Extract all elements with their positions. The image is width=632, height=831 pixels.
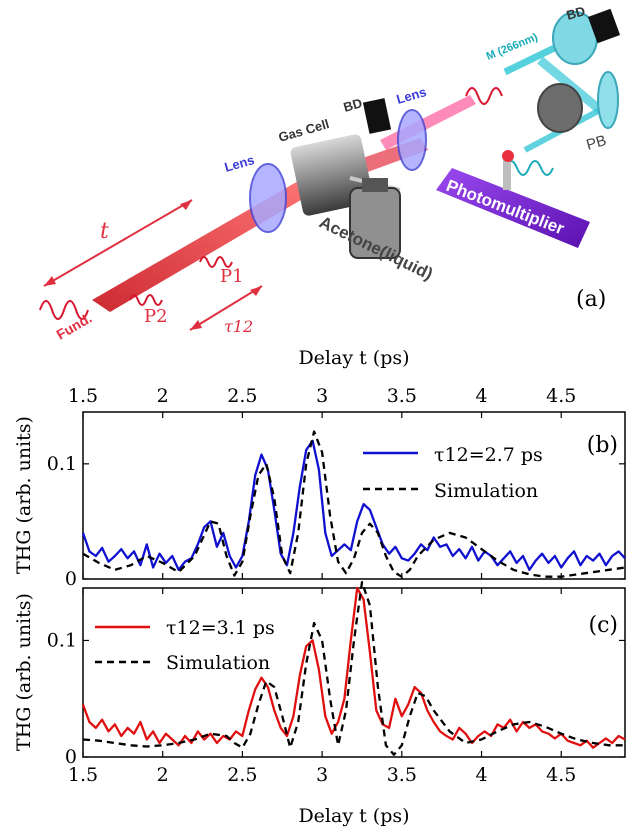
c-xtick-label-5: 4 xyxy=(475,764,487,786)
label-bd-right: BD xyxy=(565,3,587,23)
series-c xyxy=(81,581,626,756)
arrow-tau12-head-1 xyxy=(190,320,202,330)
fundamental-pulse-coil xyxy=(39,300,89,320)
b-xtick-label-top-0: 1.5 xyxy=(68,385,98,407)
chart-panel-c: 1.5 2 2.5 3 3.5 4 4.5 0 0.1 THG (arb. units) Del… xyxy=(13,581,626,827)
panel-label-a: (a) xyxy=(576,287,606,312)
label-lens-right: Lens xyxy=(395,84,428,107)
beam-dump-left xyxy=(362,98,392,134)
legend-b-label-0: τ12=2.7 ps xyxy=(434,444,543,466)
pmt-detector-icon xyxy=(502,150,514,162)
plot-frame-b xyxy=(82,411,626,580)
red-pulse-near-mirror xyxy=(465,87,503,105)
b-xtick-label-top-6: 4.5 xyxy=(546,385,576,407)
generated-beam xyxy=(380,95,476,150)
legend-c-label-1: Simulation xyxy=(166,652,270,674)
b-series-1-line xyxy=(82,430,626,578)
c-xtick-label-2: 2.5 xyxy=(227,764,257,786)
label-fund: Fund. xyxy=(54,310,95,343)
arrow-tau12 xyxy=(189,285,263,331)
pulse-p1 xyxy=(199,256,233,268)
b-ytick-label-0: 0 xyxy=(65,568,77,590)
lens-right xyxy=(397,109,427,171)
label-tau12: τ12 xyxy=(224,317,253,336)
cyan-beam-2 xyxy=(537,56,603,114)
mirror-right xyxy=(597,71,619,129)
chart-panel-b: Delay t (ps) 1.5 2 2.5 3 3.5 4 4.5 0 0.1 THG (ar… xyxy=(13,347,626,590)
cyan-pulse xyxy=(504,160,554,176)
panel-label-c: (c) xyxy=(589,613,619,638)
legend-b-label-1: Simulation xyxy=(434,480,538,502)
lens-left xyxy=(249,163,287,233)
arrow-t-head-2 xyxy=(180,200,192,210)
x-axis-top-title: Delay t (ps) xyxy=(298,347,409,369)
c-xtick-label-0: 1.5 xyxy=(68,764,98,786)
b-xtick-label-top-1: 2 xyxy=(157,385,169,407)
c-series-1-line xyxy=(82,581,625,756)
arrow-t xyxy=(43,199,193,287)
c-xtick-label-6: 4.5 xyxy=(546,764,576,786)
label-t: t xyxy=(100,219,109,244)
ticks-c: 1.5 2 2.5 3 3.5 4 4.5 0 0.1 xyxy=(47,588,625,786)
label-gas-cell: Gas Cell xyxy=(277,116,331,145)
x-axis-title-c: Delay t (ps) xyxy=(298,805,409,827)
pulse-p2 xyxy=(129,294,163,306)
y-axis-title-c: THG (arb. units) xyxy=(13,593,35,751)
pmt-post xyxy=(503,160,511,190)
label-p2: P2 xyxy=(144,306,168,327)
series-b xyxy=(81,430,626,578)
panel-label-b: (b) xyxy=(587,433,618,458)
y-axis-title-b: THG (arb. units) xyxy=(13,416,35,574)
b-series-0-line xyxy=(81,439,626,571)
legend-c-label-0: τ12=3.1 ps xyxy=(166,617,275,639)
b-ytick-label-1: 0.1 xyxy=(47,453,77,475)
arrow-t-head-1 xyxy=(44,276,56,286)
photomultiplier-box xyxy=(436,168,590,248)
pb-element xyxy=(537,83,583,133)
b-xtick-label-top-2: 2.5 xyxy=(227,385,257,407)
c-xtick-label-4: 3.5 xyxy=(387,764,417,786)
legend-b: τ12=2.7 ps Simulation xyxy=(363,444,543,502)
ticks-b: 1.5 2 2.5 3 3.5 4 4.5 0 0.1 xyxy=(47,385,625,590)
c-ytick-label-0: 0 xyxy=(65,746,77,768)
c-ytick-label-1: 0.1 xyxy=(47,629,77,651)
c-xtick-label-1: 2 xyxy=(157,764,169,786)
c-xtick-label-3: 3 xyxy=(316,764,328,786)
arrow-tau12-head-2 xyxy=(250,286,262,296)
experimental-setup-schematic: Photomultiplier Lens Gas Cell BD Lens M … xyxy=(39,3,621,343)
b-xtick-label-top-4: 3.5 xyxy=(387,385,417,407)
legend-c: τ12=3.1 ps Simulation xyxy=(95,617,275,674)
label-p1: P1 xyxy=(220,266,244,287)
label-lens-left: Lens xyxy=(223,152,256,175)
b-xtick-label-top-5: 4 xyxy=(475,385,487,407)
plot-frame-c xyxy=(82,587,626,758)
label-bd-left: BD xyxy=(342,95,364,115)
beam-dump-right xyxy=(587,8,621,44)
label-pb: PB xyxy=(584,132,608,154)
c-series-0-line xyxy=(81,586,626,749)
acetone-bottle-cap xyxy=(362,178,388,192)
b-xtick-label-top-3: 3 xyxy=(316,385,328,407)
